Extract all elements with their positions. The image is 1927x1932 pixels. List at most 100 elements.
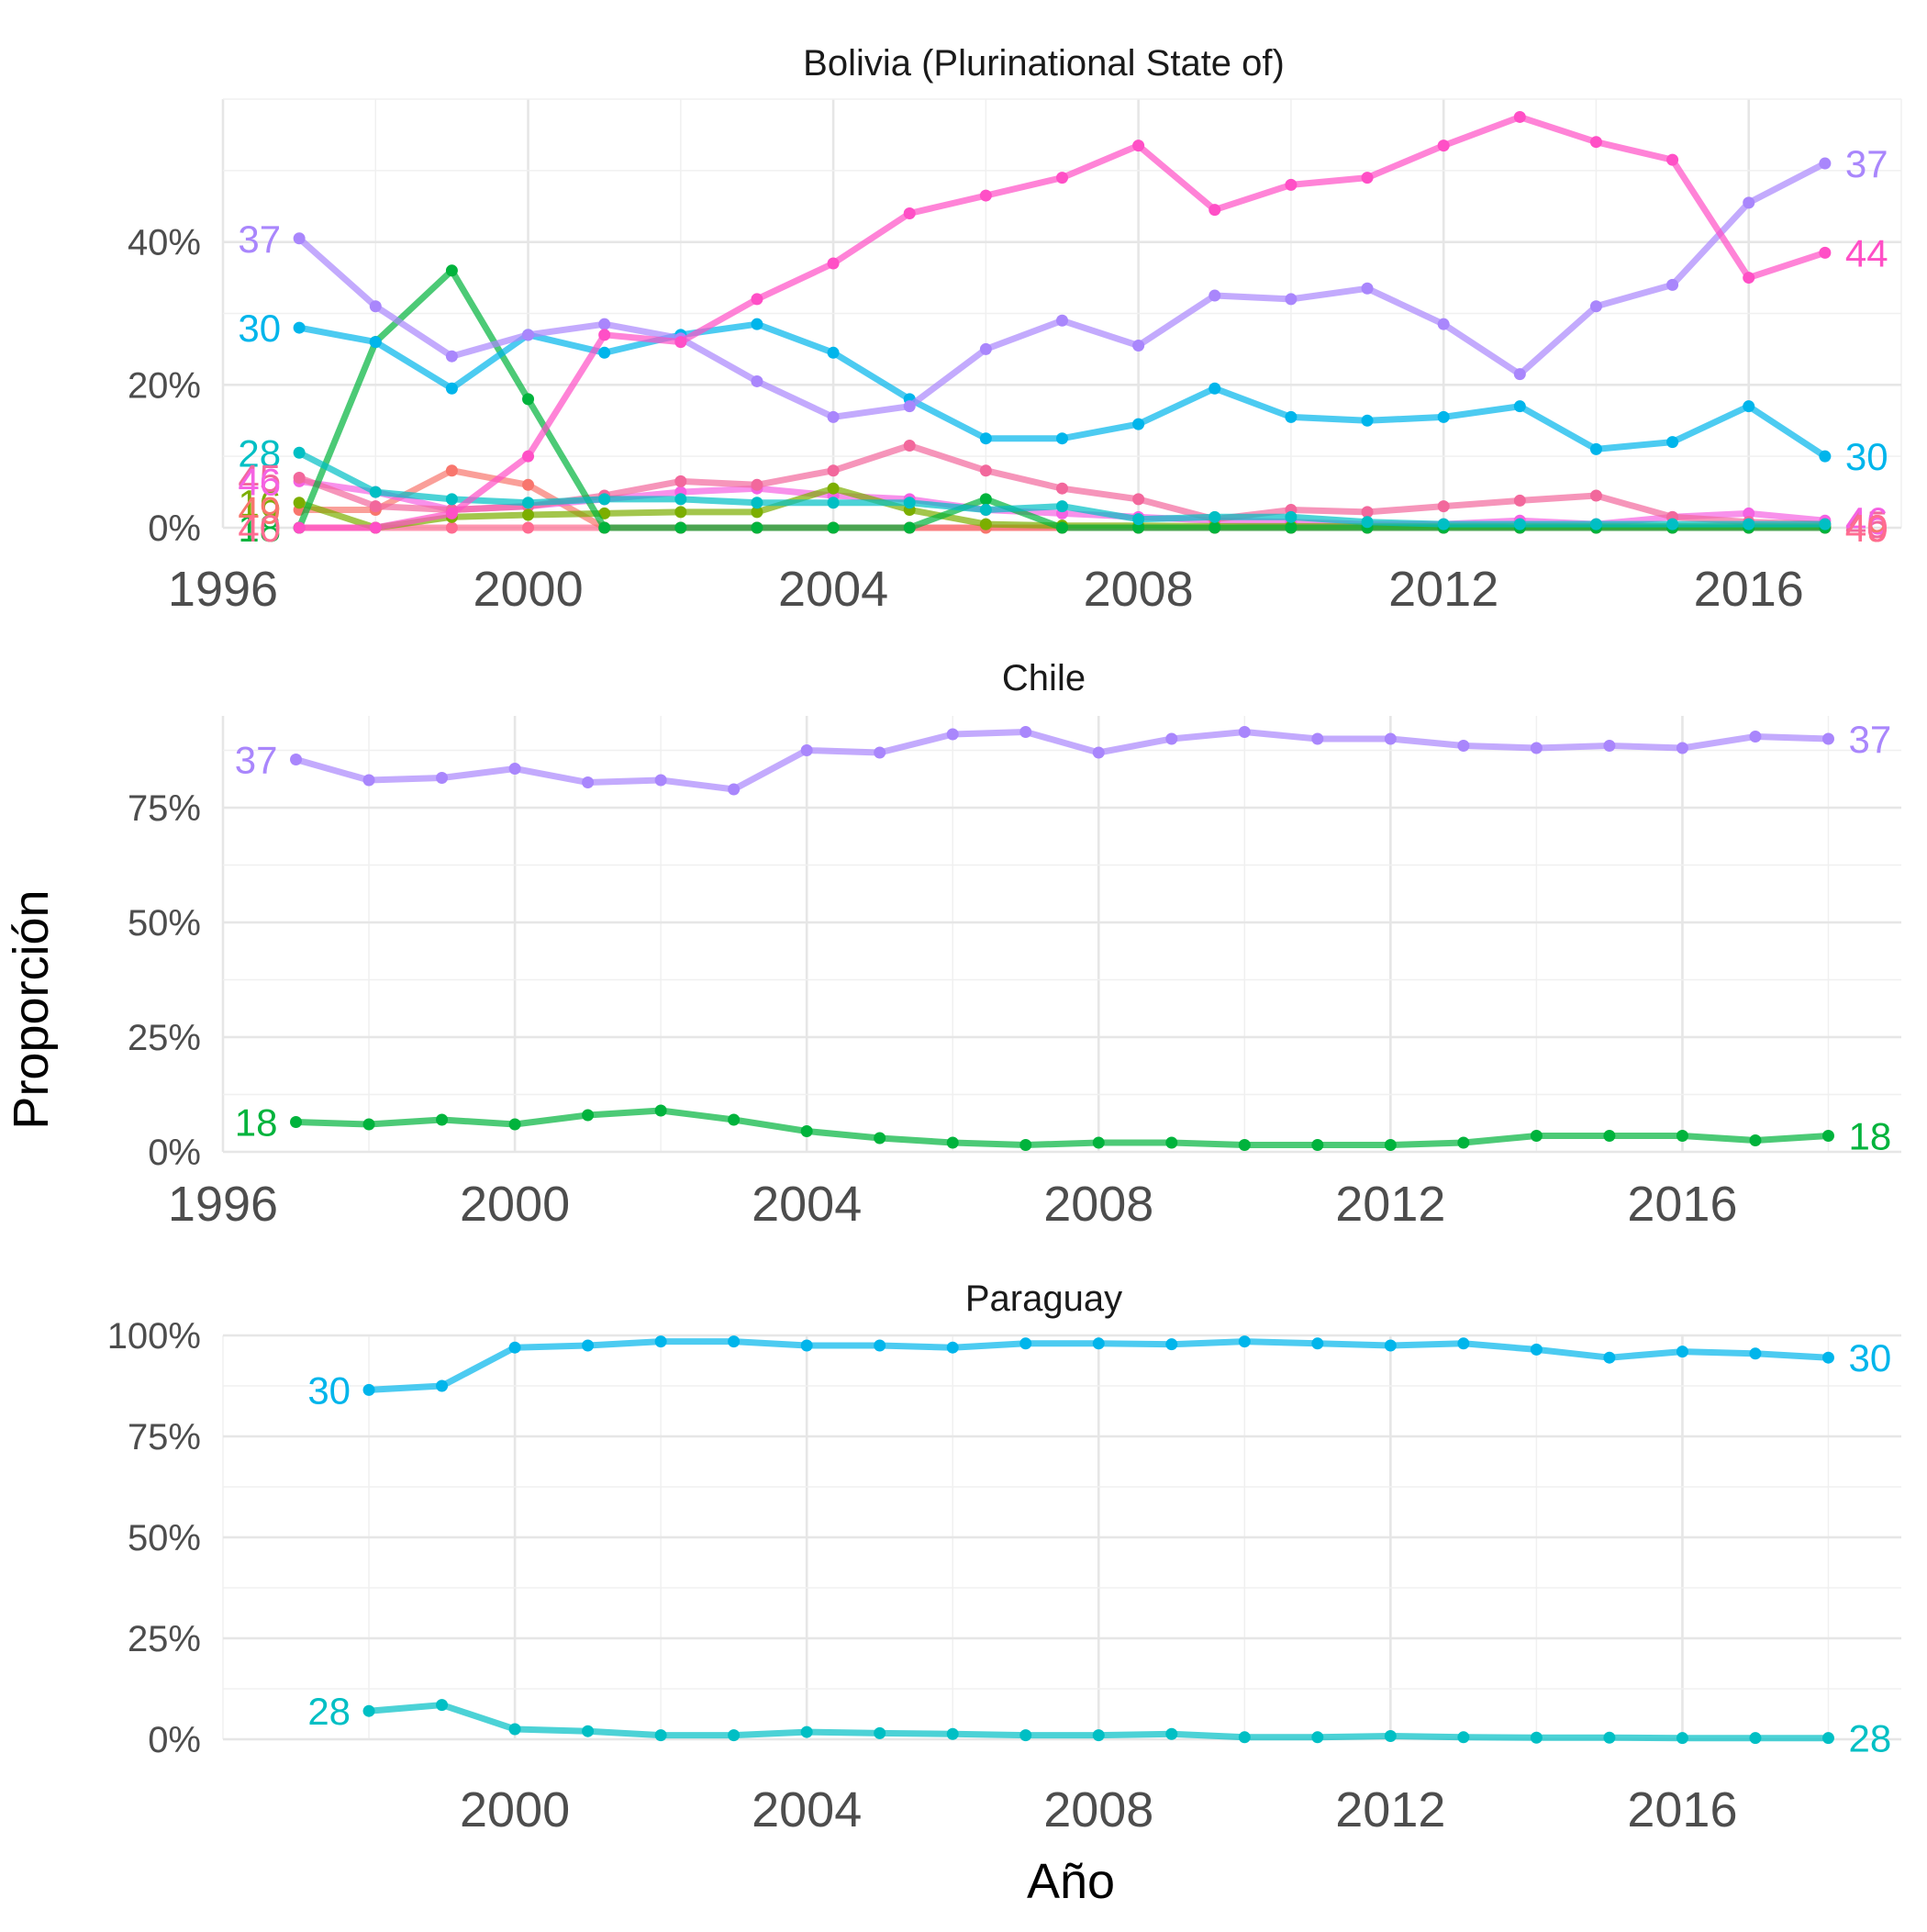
- data-point: [1437, 318, 1450, 330]
- data-point: [522, 521, 535, 534]
- data-point: [674, 493, 687, 506]
- data-point: [946, 1136, 959, 1149]
- x-tick-label: 2016: [1694, 562, 1804, 617]
- data-point: [1819, 518, 1832, 530]
- data-point: [751, 521, 763, 534]
- y-tick-label: 0%: [148, 508, 201, 549]
- data-point: [1019, 1729, 1032, 1742]
- data-point: [654, 1104, 667, 1117]
- data-point: [290, 754, 303, 765]
- data-point: [1437, 140, 1450, 152]
- series-start-label: 40: [238, 507, 281, 550]
- data-point: [1132, 513, 1145, 526]
- data-point: [1530, 1731, 1543, 1744]
- data-point: [751, 374, 763, 387]
- data-point: [1821, 732, 1834, 745]
- facet-title: Bolivia (Plurinational State of): [803, 43, 1285, 84]
- data-point: [1019, 726, 1032, 738]
- data-point: [903, 207, 916, 220]
- data-point: [1749, 1134, 1762, 1146]
- data-point: [362, 1383, 375, 1396]
- data-point: [827, 410, 840, 423]
- data-point: [827, 464, 840, 477]
- data-point: [1666, 518, 1679, 530]
- data-point: [1311, 1731, 1324, 1744]
- data-point: [1165, 1136, 1178, 1149]
- data-point: [1285, 521, 1298, 534]
- x-tick-label: 2008: [1043, 1177, 1153, 1232]
- data-point: [1209, 521, 1221, 534]
- data-point: [1676, 1346, 1688, 1358]
- data-point: [1603, 1351, 1616, 1364]
- data-point: [1666, 436, 1679, 449]
- data-point: [293, 497, 306, 509]
- series-37: [293, 157, 1832, 423]
- y-tick-label: 25%: [128, 1018, 201, 1058]
- series-28: [362, 1699, 1834, 1745]
- data-point: [508, 763, 521, 775]
- data-point: [1361, 516, 1374, 529]
- data-point: [293, 446, 306, 459]
- data-point: [1092, 746, 1105, 759]
- data-point: [1530, 742, 1543, 754]
- data-point: [598, 318, 611, 330]
- data-point: [903, 497, 916, 509]
- series-28: [293, 446, 1832, 530]
- data-point: [903, 521, 916, 534]
- series-end-label: 45: [1845, 503, 1888, 546]
- series-start-label: 45: [238, 457, 281, 500]
- data-point: [1457, 1337, 1470, 1350]
- facet-title: Paraguay: [965, 1279, 1122, 1319]
- data-point: [1285, 410, 1298, 423]
- data-point: [751, 478, 763, 491]
- data-point: [1821, 1351, 1834, 1364]
- series-30: [293, 318, 1832, 463]
- x-tick-label: 2008: [1043, 1782, 1153, 1837]
- data-point: [979, 342, 992, 355]
- series-end-label: 44: [1845, 231, 1888, 274]
- x-tick-label: 1996: [168, 1177, 278, 1232]
- data-point: [1437, 500, 1450, 513]
- data-point: [1056, 172, 1068, 184]
- series-line: [293, 729, 1832, 793]
- series-18: [290, 1104, 1834, 1151]
- data-point: [582, 776, 595, 788]
- x-tick-label: 2008: [1084, 562, 1194, 617]
- facet-panel-1: Chile 0% 25% 50% 75% 1996 2000 2004 2008 2012 2016…: [128, 658, 1901, 1232]
- data-point: [728, 1729, 741, 1742]
- data-point: [1819, 157, 1832, 170]
- y-tick-label: 50%: [128, 903, 201, 944]
- data-point: [1238, 1731, 1251, 1744]
- data-point: [1676, 742, 1688, 754]
- data-point: [1530, 1343, 1543, 1356]
- data-point: [522, 393, 535, 406]
- y-tick-label: 40%: [128, 223, 201, 263]
- data-point: [751, 506, 763, 519]
- data-point: [874, 1132, 886, 1145]
- data-point: [1821, 1130, 1834, 1142]
- data-point: [979, 432, 992, 445]
- data-point: [522, 450, 535, 463]
- y-tick-label: 0%: [148, 1720, 201, 1760]
- data-point: [369, 500, 382, 513]
- data-point: [293, 521, 306, 534]
- data-point: [1092, 1136, 1105, 1149]
- series-end-label: 30: [1848, 1336, 1891, 1379]
- data-point: [290, 1116, 303, 1128]
- data-point: [1132, 140, 1145, 152]
- data-point: [445, 521, 458, 534]
- data-point: [1056, 500, 1068, 513]
- data-point: [827, 482, 840, 495]
- data-point: [751, 318, 763, 330]
- data-point: [1530, 1130, 1543, 1142]
- series-line: [293, 1107, 1832, 1148]
- data-point: [827, 497, 840, 509]
- data-point: [369, 486, 382, 498]
- data-point: [1311, 732, 1324, 745]
- data-point: [1238, 1335, 1251, 1348]
- data-point: [1589, 136, 1602, 149]
- data-point: [1457, 1136, 1470, 1149]
- data-point: [582, 1109, 595, 1122]
- x-tick-label: 2004: [778, 562, 888, 617]
- data-point: [1513, 110, 1526, 123]
